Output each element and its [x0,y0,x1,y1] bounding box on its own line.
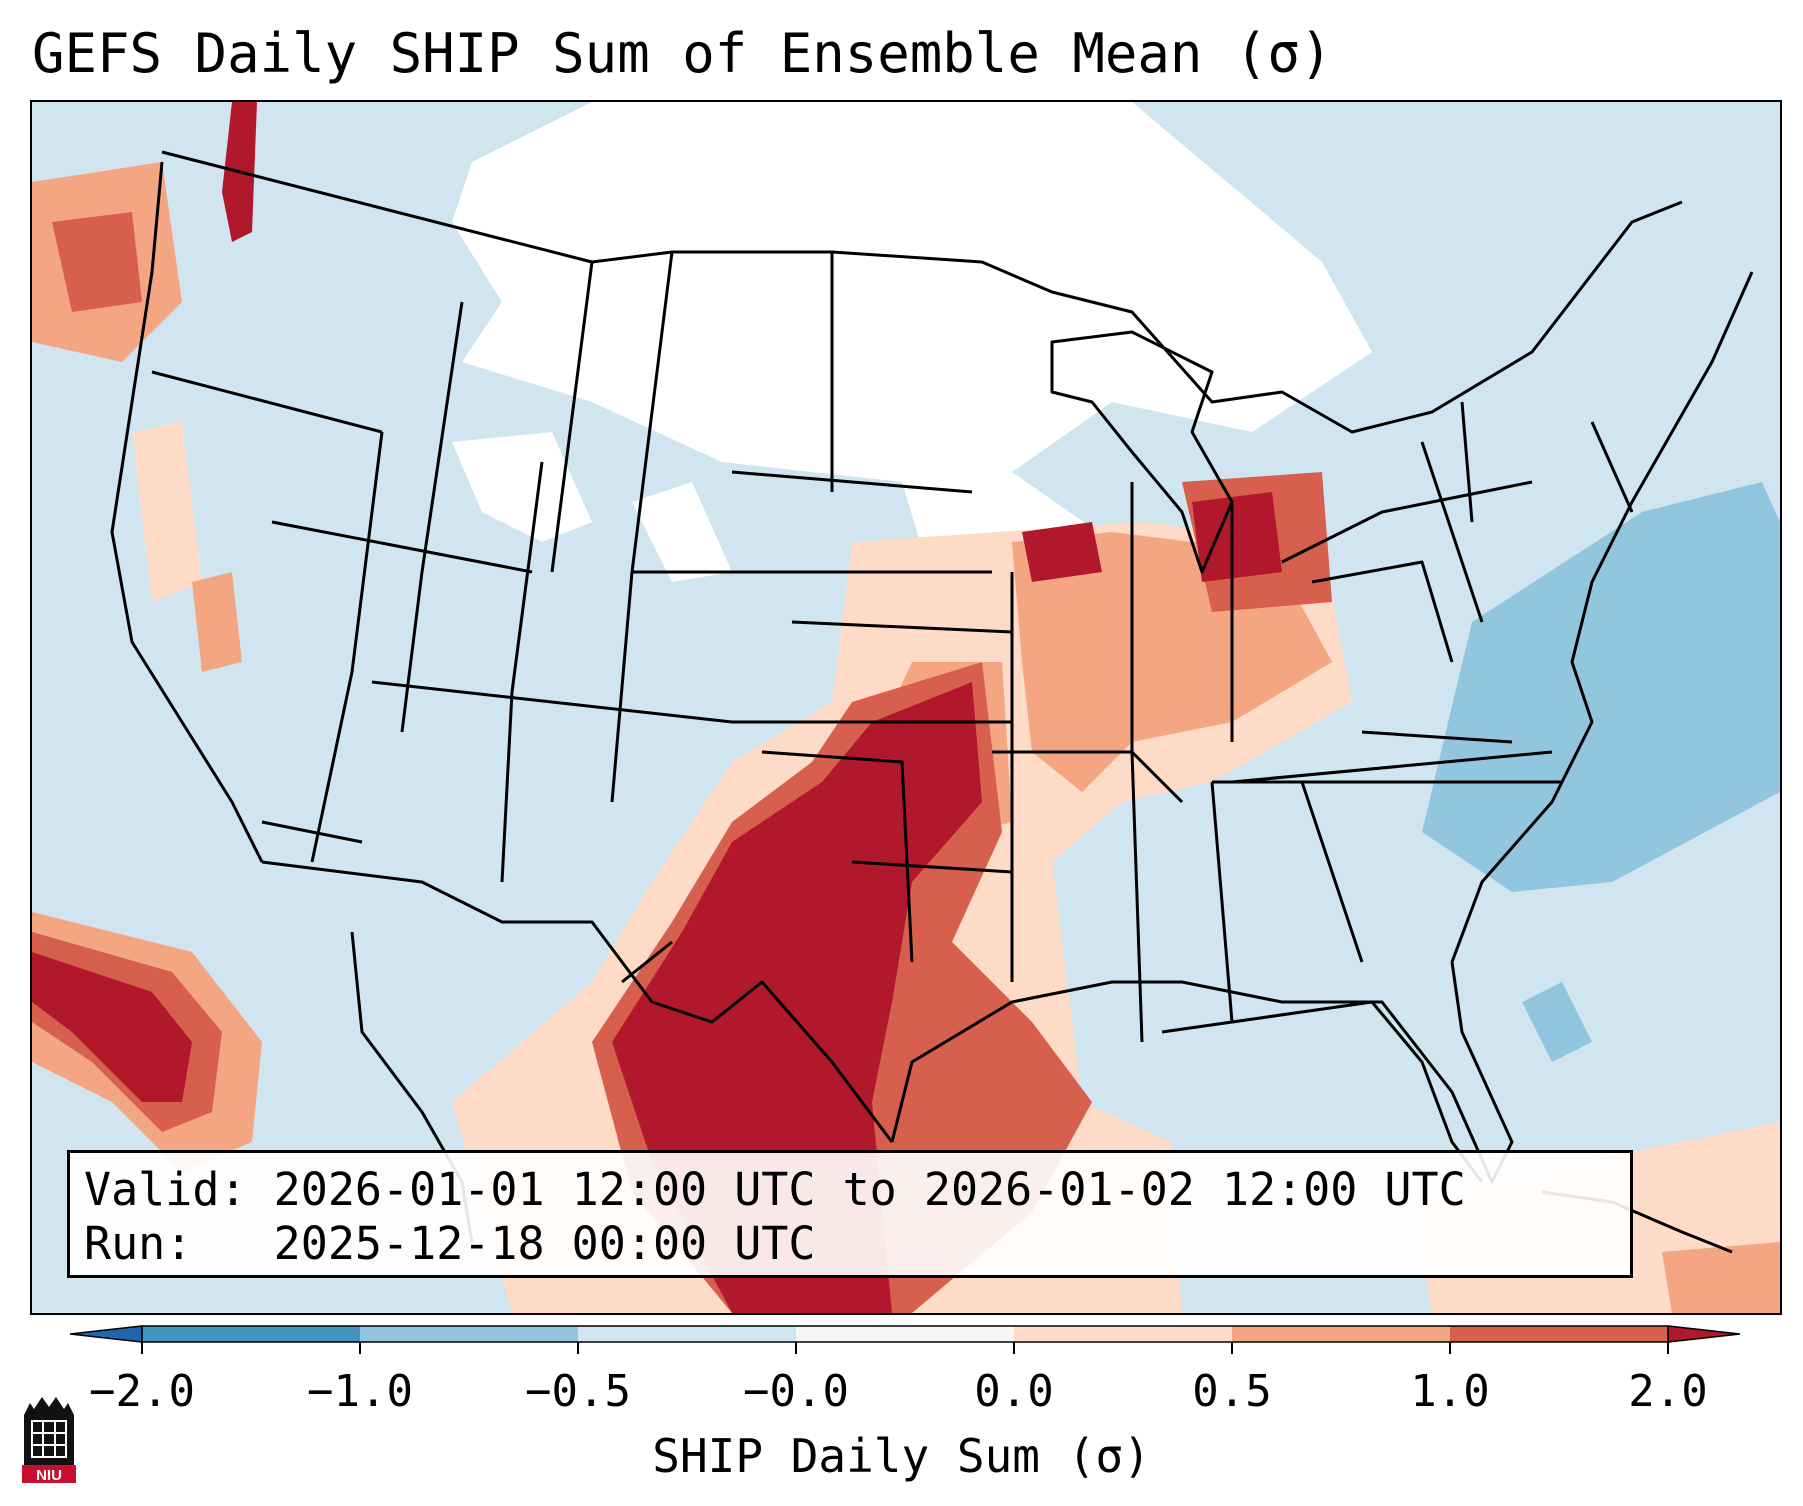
colorbar-bin [796,1326,1015,1342]
atlantic-negative-region [1422,482,1780,1062]
colorbar-axis-label: SHIP Daily Sum (σ) [652,1429,1151,1483]
colorbar-bin [360,1326,579,1342]
lake-erie-ontario [1281,480,1533,564]
colorbar-bins [70,1325,1740,1343]
colorbar-bin [1450,1326,1669,1342]
near-zero-region [452,102,1372,582]
west-coast [110,161,264,863]
map-canvas [32,102,1780,1313]
colorbar-ticks [141,1342,1669,1354]
gulf-coast [890,961,1514,1184]
colorbar-outline [141,1325,1669,1343]
colorbar-bin [142,1326,361,1342]
great-lakes-outline [1050,330,1234,574]
colorbar-bin [578,1326,797,1342]
us-canada-border [161,150,1683,434]
pacific-positive-region [32,102,262,1172]
colorbar-tick-label: 0.0 [974,1366,1054,1417]
valid-time-text: Valid: 2026-01-01 12:00 UTC to 2026-01-0… [84,1163,1466,1216]
colorbar-tick-label: −0.5 [525,1366,631,1417]
east-coast [1450,271,1754,963]
colorbar-extend-high [1667,1325,1740,1343]
colorbar-bin [1232,1326,1451,1342]
colorbar-tick-label: 2.0 [1628,1366,1708,1417]
boundary-lines [110,150,1754,1254]
state-lines-east [1130,401,1634,1043]
colorbar-tick-label: −2.0 [89,1366,195,1417]
colorbar-tick-label: −0.0 [743,1366,849,1417]
colorbar-extend-low [70,1325,143,1343]
niu-logo: NIU [22,1397,76,1484]
map-panel [30,100,1782,1315]
page-title: GEFS Daily SHIP Sum of Ensemble Mean (σ) [32,22,1333,85]
colorbar-tick-label: 0.5 [1192,1366,1272,1417]
colorbar-tick-label: −1.0 [307,1366,413,1417]
us-mexico-border [261,860,894,1143]
colorbar [70,1325,1740,1354]
run-time-text: Run: 2025-12-18 00:00 UTC [84,1217,816,1270]
niu-logo-text: NIU [36,1467,62,1484]
colorbar-bin [1014,1326,1233,1342]
colorbar-tick-label: 1.0 [1410,1366,1490,1417]
valid-run-info-box: Valid: 2026-01-01 12:00 UTC to 2026-01-0… [67,1150,1633,1278]
